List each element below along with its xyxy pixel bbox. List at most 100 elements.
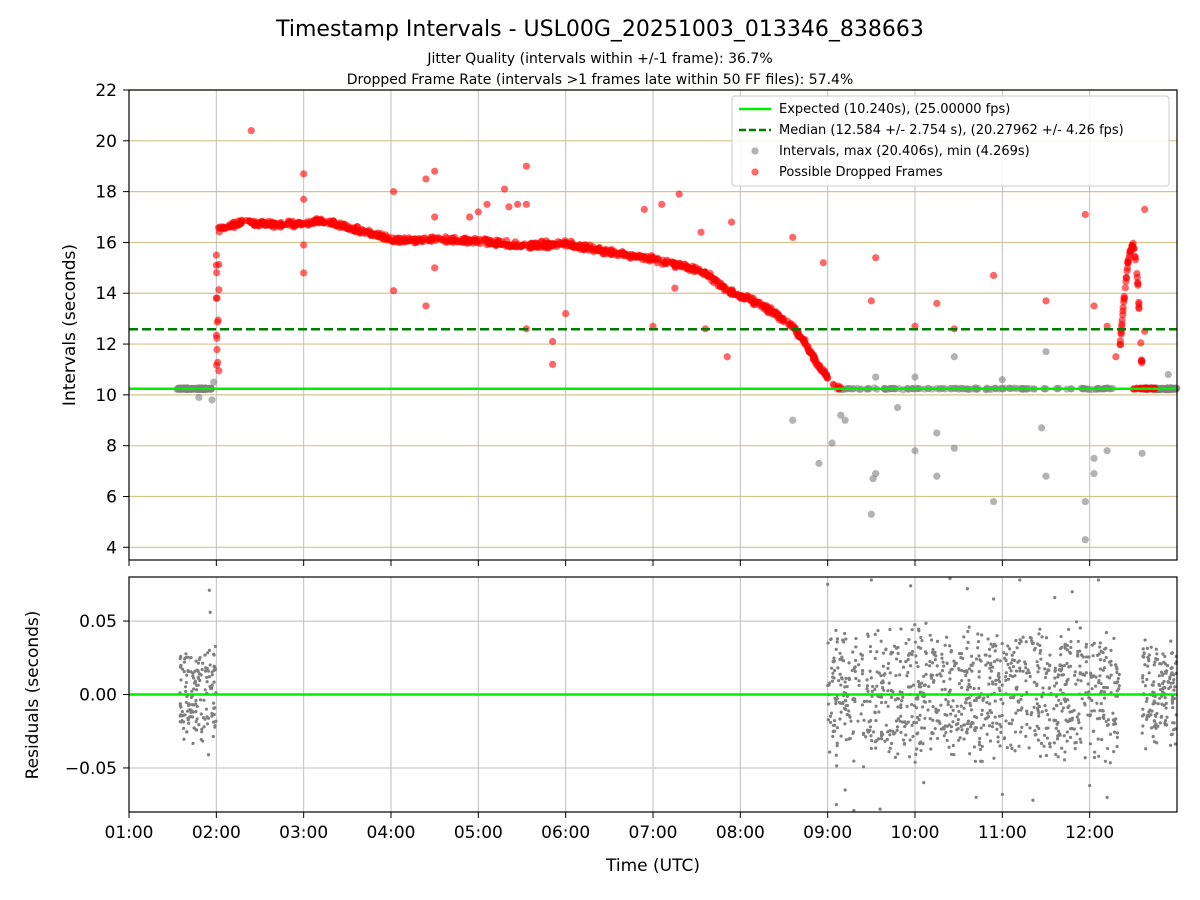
residual-point xyxy=(1152,725,1156,729)
residual-point xyxy=(987,724,992,728)
residual-point xyxy=(1094,675,1098,679)
residual-point xyxy=(832,718,837,723)
residual-point xyxy=(1104,719,1108,724)
residual-point xyxy=(850,668,854,673)
residual-point xyxy=(875,684,879,688)
residual-point xyxy=(939,727,943,731)
residual-point xyxy=(978,695,982,699)
residual-point xyxy=(1163,696,1167,700)
residual-point xyxy=(838,717,842,721)
residual-point xyxy=(865,699,869,703)
residual-point xyxy=(194,659,198,663)
residual-point xyxy=(996,740,1000,744)
residual-point xyxy=(969,725,973,729)
residual-point xyxy=(882,688,886,692)
dropped-outlier-point xyxy=(1042,297,1050,305)
residual-point xyxy=(1027,746,1031,750)
residual-point xyxy=(1166,664,1170,668)
residual-point xyxy=(967,625,971,629)
residual-point xyxy=(1063,642,1067,646)
residual-point xyxy=(1052,707,1056,711)
residual-point xyxy=(861,765,866,769)
residual-point xyxy=(1156,702,1160,706)
residual-point xyxy=(839,734,843,738)
residual-point xyxy=(1076,718,1081,722)
interval-outlier-point xyxy=(1164,370,1172,379)
residual-point xyxy=(949,752,954,756)
residual-point xyxy=(907,638,911,642)
residual-point xyxy=(1104,630,1109,635)
residual-point xyxy=(191,671,195,675)
residual-point xyxy=(972,728,977,732)
residual-point xyxy=(835,764,839,768)
residual-point xyxy=(929,638,934,642)
residual-point xyxy=(1146,664,1150,668)
residuals-panel: 0.050.00−0.05 01:00 02:00 03:00 04:00 05:00 0… xyxy=(23,576,1179,876)
residual-point xyxy=(943,724,948,728)
residual-point xyxy=(916,645,921,649)
residual-point xyxy=(959,724,963,728)
dropped-frame-point xyxy=(276,219,284,227)
residual-point xyxy=(834,647,838,652)
residual-point xyxy=(929,737,933,741)
residual-point xyxy=(870,689,874,693)
residual-point xyxy=(914,752,918,757)
residual-point xyxy=(1083,756,1087,760)
residual-point xyxy=(1014,638,1018,643)
residual-point xyxy=(1035,660,1039,664)
dropped-frame-point xyxy=(269,220,277,228)
residual-point xyxy=(1155,657,1160,662)
residual-point xyxy=(1058,647,1063,651)
residual-point xyxy=(988,708,992,713)
dropped-frame-point xyxy=(331,220,339,228)
residual-point xyxy=(924,662,928,667)
dropped-frame-point xyxy=(1121,284,1129,292)
dropped-frame-point xyxy=(449,238,457,247)
residual-point xyxy=(1103,647,1107,651)
residual-point xyxy=(977,743,982,747)
residual-point xyxy=(865,686,869,691)
residual-point xyxy=(865,684,870,688)
intervals-y-tick-label: 16 xyxy=(95,233,117,253)
residual-point xyxy=(212,706,216,710)
dropped-outlier-point xyxy=(640,205,648,214)
dropped-frame-point xyxy=(494,237,503,245)
dropped-outlier-point xyxy=(872,254,880,262)
residual-point xyxy=(1081,655,1085,659)
x-tick-label: 11:00 xyxy=(978,823,1027,843)
residual-point xyxy=(892,644,897,648)
residual-point xyxy=(838,657,842,661)
dropped-frame-point xyxy=(662,260,670,268)
residual-point xyxy=(1008,666,1012,670)
residual-point xyxy=(210,673,214,677)
residual-point xyxy=(830,666,834,670)
residual-point xyxy=(1170,732,1174,736)
dropped-outlier-point xyxy=(819,259,827,267)
residual-point xyxy=(827,681,832,685)
residual-point xyxy=(948,677,952,681)
residual-point xyxy=(832,668,837,673)
dropped-frame-point xyxy=(554,238,562,246)
dropped-frame-point xyxy=(299,220,308,228)
legend-median-label: Median (12.584 +/- 2.754 s), (20.27962 +… xyxy=(779,123,1124,138)
interval-outlier-point xyxy=(837,411,845,419)
residual-point xyxy=(851,696,856,701)
chart-title: Timestamp Intervals - USL00G_20251003_01… xyxy=(275,17,924,42)
x-tick-label: 10:00 xyxy=(891,823,940,843)
residual-point xyxy=(1158,662,1162,666)
residual-outlier-point xyxy=(207,588,211,592)
residual-point xyxy=(996,735,1000,739)
residual-point xyxy=(1065,730,1069,734)
residual-point xyxy=(860,672,865,676)
residual-point xyxy=(202,725,206,729)
dropped-frame-point xyxy=(461,236,470,244)
residual-point xyxy=(207,648,212,652)
residual-point xyxy=(951,743,955,748)
x-axis-label: Time (UTC) xyxy=(605,856,700,876)
dropped-outlier-point xyxy=(422,302,430,310)
residual-point xyxy=(1109,663,1113,667)
residual-point xyxy=(947,690,951,694)
residual-point xyxy=(967,678,971,683)
residual-point xyxy=(1024,666,1028,670)
residual-point xyxy=(1088,696,1092,701)
